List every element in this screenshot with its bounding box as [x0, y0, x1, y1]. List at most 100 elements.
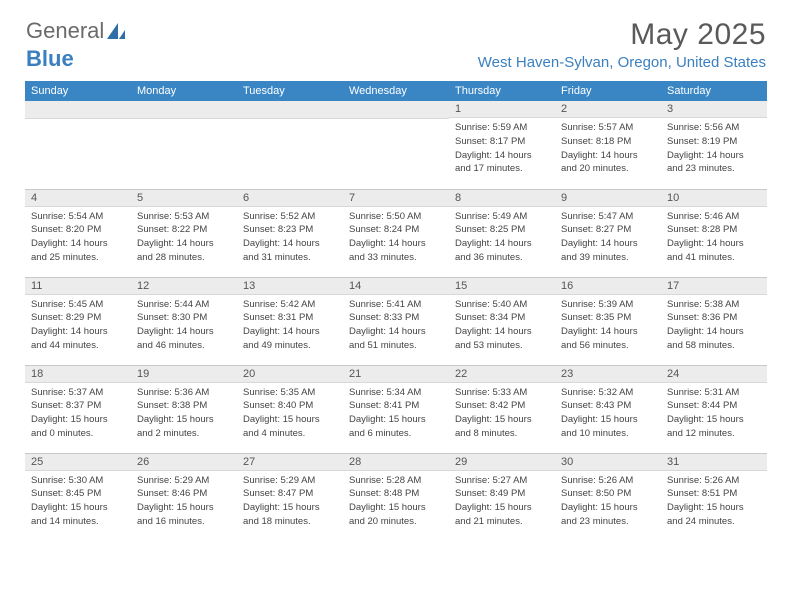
day-number: 27	[237, 454, 343, 471]
calendar-day-cell: 31Sunrise: 5:26 AMSunset: 8:51 PMDayligh…	[661, 453, 767, 541]
calendar-day-cell	[237, 101, 343, 189]
day-details: Sunrise: 5:27 AMSunset: 8:49 PMDaylight:…	[449, 471, 555, 533]
day-details: Sunrise: 5:56 AMSunset: 8:19 PMDaylight:…	[661, 118, 767, 180]
day-number: 8	[449, 190, 555, 207]
weekday-header: Thursday	[449, 81, 555, 101]
calendar-day-cell: 13Sunrise: 5:42 AMSunset: 8:31 PMDayligh…	[237, 277, 343, 365]
calendar-day-cell: 24Sunrise: 5:31 AMSunset: 8:44 PMDayligh…	[661, 365, 767, 453]
day-number: 19	[131, 366, 237, 383]
day-number: 1	[449, 101, 555, 118]
day-details: Sunrise: 5:26 AMSunset: 8:50 PMDaylight:…	[555, 471, 661, 533]
calendar-day-cell: 22Sunrise: 5:33 AMSunset: 8:42 PMDayligh…	[449, 365, 555, 453]
logo-text-1: General	[26, 18, 104, 44]
calendar-day-cell: 7Sunrise: 5:50 AMSunset: 8:24 PMDaylight…	[343, 189, 449, 277]
day-number: 6	[237, 190, 343, 207]
day-details: Sunrise: 5:33 AMSunset: 8:42 PMDaylight:…	[449, 383, 555, 445]
day-number: 16	[555, 278, 661, 295]
calendar-day-cell: 20Sunrise: 5:35 AMSunset: 8:40 PMDayligh…	[237, 365, 343, 453]
daynum-bar-empty	[343, 101, 449, 119]
daynum-bar-empty	[237, 101, 343, 119]
weekday-header-row: Sunday Monday Tuesday Wednesday Thursday…	[25, 81, 767, 101]
day-number: 14	[343, 278, 449, 295]
calendar-day-cell: 16Sunrise: 5:39 AMSunset: 8:35 PMDayligh…	[555, 277, 661, 365]
calendar-day-cell: 10Sunrise: 5:46 AMSunset: 8:28 PMDayligh…	[661, 189, 767, 277]
day-details: Sunrise: 5:46 AMSunset: 8:28 PMDaylight:…	[661, 207, 767, 269]
day-number: 7	[343, 190, 449, 207]
calendar-day-cell: 23Sunrise: 5:32 AMSunset: 8:43 PMDayligh…	[555, 365, 661, 453]
day-details: Sunrise: 5:41 AMSunset: 8:33 PMDaylight:…	[343, 295, 449, 357]
day-details: Sunrise: 5:38 AMSunset: 8:36 PMDaylight:…	[661, 295, 767, 357]
day-details: Sunrise: 5:52 AMSunset: 8:23 PMDaylight:…	[237, 207, 343, 269]
weekday-header: Friday	[555, 81, 661, 101]
day-number: 24	[661, 366, 767, 383]
calendar-day-cell	[343, 101, 449, 189]
day-number: 11	[25, 278, 131, 295]
day-details: Sunrise: 5:26 AMSunset: 8:51 PMDaylight:…	[661, 471, 767, 533]
location-text: West Haven-Sylvan, Oregon, United States	[478, 54, 766, 71]
day-number: 13	[237, 278, 343, 295]
calendar-day-cell: 26Sunrise: 5:29 AMSunset: 8:46 PMDayligh…	[131, 453, 237, 541]
calendar-day-cell: 28Sunrise: 5:28 AMSunset: 8:48 PMDayligh…	[343, 453, 449, 541]
day-details: Sunrise: 5:35 AMSunset: 8:40 PMDaylight:…	[237, 383, 343, 445]
logo: General	[26, 18, 126, 44]
day-number: 15	[449, 278, 555, 295]
day-details: Sunrise: 5:53 AMSunset: 8:22 PMDaylight:…	[131, 207, 237, 269]
calendar-day-cell: 15Sunrise: 5:40 AMSunset: 8:34 PMDayligh…	[449, 277, 555, 365]
day-details: Sunrise: 5:30 AMSunset: 8:45 PMDaylight:…	[25, 471, 131, 533]
calendar-week-row: 18Sunrise: 5:37 AMSunset: 8:37 PMDayligh…	[25, 365, 767, 453]
day-number: 17	[661, 278, 767, 295]
calendar-day-cell: 3Sunrise: 5:56 AMSunset: 8:19 PMDaylight…	[661, 101, 767, 189]
day-number: 18	[25, 366, 131, 383]
day-details: Sunrise: 5:37 AMSunset: 8:37 PMDaylight:…	[25, 383, 131, 445]
calendar-day-cell: 25Sunrise: 5:30 AMSunset: 8:45 PMDayligh…	[25, 453, 131, 541]
day-number: 4	[25, 190, 131, 207]
calendar-day-cell: 12Sunrise: 5:44 AMSunset: 8:30 PMDayligh…	[131, 277, 237, 365]
title-block: May 2025 West Haven-Sylvan, Oregon, Unit…	[478, 18, 766, 71]
calendar-day-cell: 21Sunrise: 5:34 AMSunset: 8:41 PMDayligh…	[343, 365, 449, 453]
day-details: Sunrise: 5:50 AMSunset: 8:24 PMDaylight:…	[343, 207, 449, 269]
day-details: Sunrise: 5:42 AMSunset: 8:31 PMDaylight:…	[237, 295, 343, 357]
day-number: 29	[449, 454, 555, 471]
calendar-day-cell: 19Sunrise: 5:36 AMSunset: 8:38 PMDayligh…	[131, 365, 237, 453]
header: General May 2025 West Haven-Sylvan, Oreg…	[0, 0, 792, 75]
calendar-day-cell: 27Sunrise: 5:29 AMSunset: 8:47 PMDayligh…	[237, 453, 343, 541]
day-details: Sunrise: 5:34 AMSunset: 8:41 PMDaylight:…	[343, 383, 449, 445]
calendar-day-cell: 6Sunrise: 5:52 AMSunset: 8:23 PMDaylight…	[237, 189, 343, 277]
day-details: Sunrise: 5:36 AMSunset: 8:38 PMDaylight:…	[131, 383, 237, 445]
day-number: 12	[131, 278, 237, 295]
calendar-day-cell: 9Sunrise: 5:47 AMSunset: 8:27 PMDaylight…	[555, 189, 661, 277]
calendar-table: Sunday Monday Tuesday Wednesday Thursday…	[25, 81, 767, 541]
day-number: 3	[661, 101, 767, 118]
day-number: 30	[555, 454, 661, 471]
day-number: 26	[131, 454, 237, 471]
day-details: Sunrise: 5:39 AMSunset: 8:35 PMDaylight:…	[555, 295, 661, 357]
day-details: Sunrise: 5:59 AMSunset: 8:17 PMDaylight:…	[449, 118, 555, 180]
daynum-bar-empty	[131, 101, 237, 119]
calendar-day-cell: 18Sunrise: 5:37 AMSunset: 8:37 PMDayligh…	[25, 365, 131, 453]
calendar-day-cell: 1Sunrise: 5:59 AMSunset: 8:17 PMDaylight…	[449, 101, 555, 189]
calendar-day-cell: 5Sunrise: 5:53 AMSunset: 8:22 PMDaylight…	[131, 189, 237, 277]
day-details: Sunrise: 5:45 AMSunset: 8:29 PMDaylight:…	[25, 295, 131, 357]
calendar-day-cell: 8Sunrise: 5:49 AMSunset: 8:25 PMDaylight…	[449, 189, 555, 277]
day-number: 10	[661, 190, 767, 207]
day-details: Sunrise: 5:49 AMSunset: 8:25 PMDaylight:…	[449, 207, 555, 269]
day-number: 21	[343, 366, 449, 383]
day-number: 22	[449, 366, 555, 383]
day-details: Sunrise: 5:28 AMSunset: 8:48 PMDaylight:…	[343, 471, 449, 533]
weekday-header: Tuesday	[237, 81, 343, 101]
calendar-week-row: 11Sunrise: 5:45 AMSunset: 8:29 PMDayligh…	[25, 277, 767, 365]
weekday-header: Monday	[131, 81, 237, 101]
day-details: Sunrise: 5:40 AMSunset: 8:34 PMDaylight:…	[449, 295, 555, 357]
calendar-day-cell: 17Sunrise: 5:38 AMSunset: 8:36 PMDayligh…	[661, 277, 767, 365]
day-number: 28	[343, 454, 449, 471]
day-number: 5	[131, 190, 237, 207]
calendar-week-row: 4Sunrise: 5:54 AMSunset: 8:20 PMDaylight…	[25, 189, 767, 277]
day-number: 2	[555, 101, 661, 118]
day-details: Sunrise: 5:44 AMSunset: 8:30 PMDaylight:…	[131, 295, 237, 357]
calendar-week-row: 1Sunrise: 5:59 AMSunset: 8:17 PMDaylight…	[25, 101, 767, 189]
calendar-day-cell: 29Sunrise: 5:27 AMSunset: 8:49 PMDayligh…	[449, 453, 555, 541]
day-details: Sunrise: 5:31 AMSunset: 8:44 PMDaylight:…	[661, 383, 767, 445]
day-details: Sunrise: 5:47 AMSunset: 8:27 PMDaylight:…	[555, 207, 661, 269]
calendar-day-cell: 4Sunrise: 5:54 AMSunset: 8:20 PMDaylight…	[25, 189, 131, 277]
day-number: 20	[237, 366, 343, 383]
